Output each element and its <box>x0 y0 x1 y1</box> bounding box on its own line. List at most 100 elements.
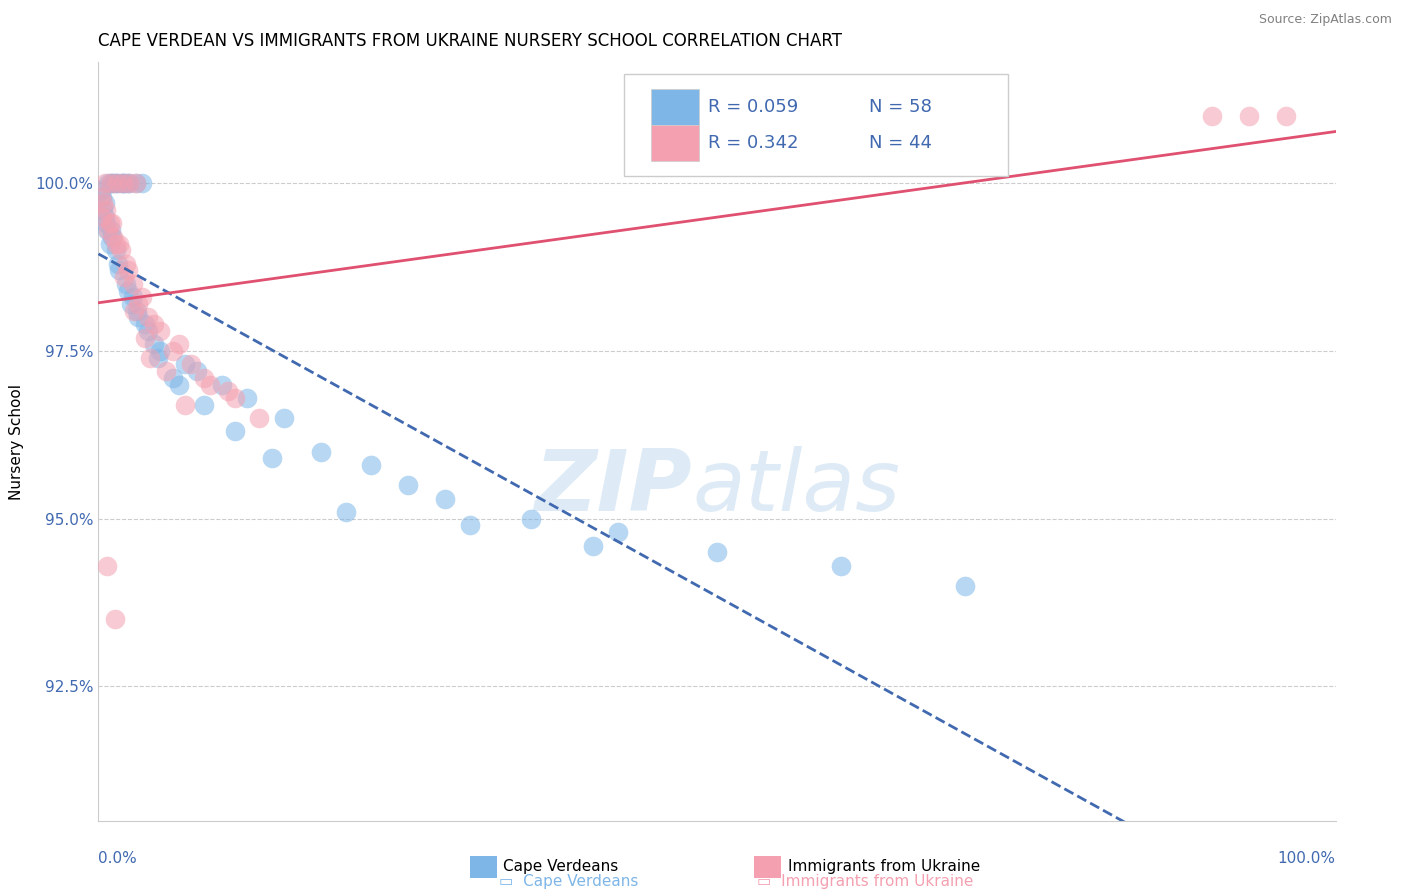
Point <box>260 451 283 466</box>
Point <box>120 297 142 311</box>
Point <box>114 257 136 271</box>
Point <box>101 217 124 231</box>
Point <box>167 377 190 392</box>
Text: Cape Verdeans: Cape Verdeans <box>503 859 619 874</box>
Point <box>706 545 728 559</box>
Point <box>131 176 153 190</box>
Point <box>107 257 129 271</box>
Point <box>162 343 184 358</box>
Point <box>124 303 146 318</box>
Point <box>103 230 125 244</box>
Point <box>100 223 122 237</box>
Point <box>104 244 127 258</box>
Point <box>335 505 357 519</box>
Point <box>105 176 128 190</box>
Point <box>103 176 125 190</box>
Point <box>520 512 543 526</box>
Point <box>155 364 177 378</box>
Point <box>211 377 233 392</box>
Point <box>162 371 184 385</box>
Point <box>115 176 138 190</box>
Text: atlas: atlas <box>692 445 900 529</box>
Point <box>122 277 145 291</box>
Text: 0.0%: 0.0% <box>98 851 138 866</box>
Point <box>433 491 456 506</box>
Point <box>180 357 202 371</box>
Point <box>1275 109 1298 123</box>
Point <box>118 176 141 190</box>
Point <box>94 202 117 217</box>
Point <box>124 176 146 190</box>
Point <box>131 290 153 304</box>
Point <box>247 411 270 425</box>
Point <box>112 176 135 190</box>
Point <box>96 558 118 573</box>
Point <box>117 263 139 277</box>
Point <box>174 357 197 371</box>
Point <box>91 189 114 203</box>
Point <box>174 398 197 412</box>
Point <box>94 217 117 231</box>
Text: Immigrants from Ukraine: Immigrants from Ukraine <box>787 859 980 874</box>
Point <box>236 391 259 405</box>
Point <box>114 277 136 291</box>
Point <box>224 425 246 439</box>
Point <box>143 317 166 331</box>
Point <box>97 223 120 237</box>
Point <box>217 384 239 399</box>
Text: 100.0%: 100.0% <box>1278 851 1336 866</box>
Point <box>1201 109 1223 123</box>
Point <box>309 444 332 458</box>
Point <box>139 351 162 365</box>
Point <box>149 343 172 358</box>
Point <box>112 176 135 190</box>
Point <box>127 310 149 325</box>
Point <box>103 176 125 190</box>
Point <box>93 176 115 190</box>
Point <box>127 297 149 311</box>
Point <box>953 579 976 593</box>
Point <box>108 236 131 251</box>
Point <box>1237 109 1260 123</box>
Point <box>198 377 221 392</box>
Point <box>97 176 120 190</box>
Point <box>143 337 166 351</box>
Point <box>100 176 122 190</box>
Text: ▭  Immigrants from Ukraine: ▭ Immigrants from Ukraine <box>758 874 974 888</box>
Point <box>110 176 132 190</box>
Text: ▭  Cape Verdeans: ▭ Cape Verdeans <box>499 874 638 888</box>
Point <box>458 518 481 533</box>
Point <box>224 391 246 405</box>
Point <box>122 290 145 304</box>
Point <box>104 236 127 251</box>
Point <box>582 539 605 553</box>
Text: N = 58: N = 58 <box>869 98 932 116</box>
Point <box>136 324 159 338</box>
Point <box>125 303 148 318</box>
Point <box>273 411 295 425</box>
Point <box>149 324 172 338</box>
Point <box>96 223 118 237</box>
Point <box>167 337 190 351</box>
Point <box>136 310 159 325</box>
Text: ZIP: ZIP <box>534 445 692 529</box>
Point <box>105 176 128 190</box>
Point <box>103 612 125 626</box>
Point <box>193 398 215 412</box>
Point <box>607 525 630 540</box>
Point <box>112 270 135 285</box>
FancyBboxPatch shape <box>651 89 699 126</box>
Point <box>118 176 141 190</box>
Point <box>91 210 114 224</box>
Text: CAPE VERDEAN VS IMMIGRANTS FROM UKRAINE NURSERY SCHOOL CORRELATION CHART: CAPE VERDEAN VS IMMIGRANTS FROM UKRAINE … <box>98 32 842 50</box>
Point <box>90 183 112 197</box>
FancyBboxPatch shape <box>470 855 496 879</box>
Point <box>100 176 122 190</box>
Point <box>108 263 131 277</box>
Point <box>98 217 121 231</box>
Text: R = 0.342: R = 0.342 <box>709 134 799 152</box>
Point <box>93 196 115 211</box>
Point <box>360 458 382 472</box>
Point <box>830 558 852 573</box>
Point <box>134 317 156 331</box>
